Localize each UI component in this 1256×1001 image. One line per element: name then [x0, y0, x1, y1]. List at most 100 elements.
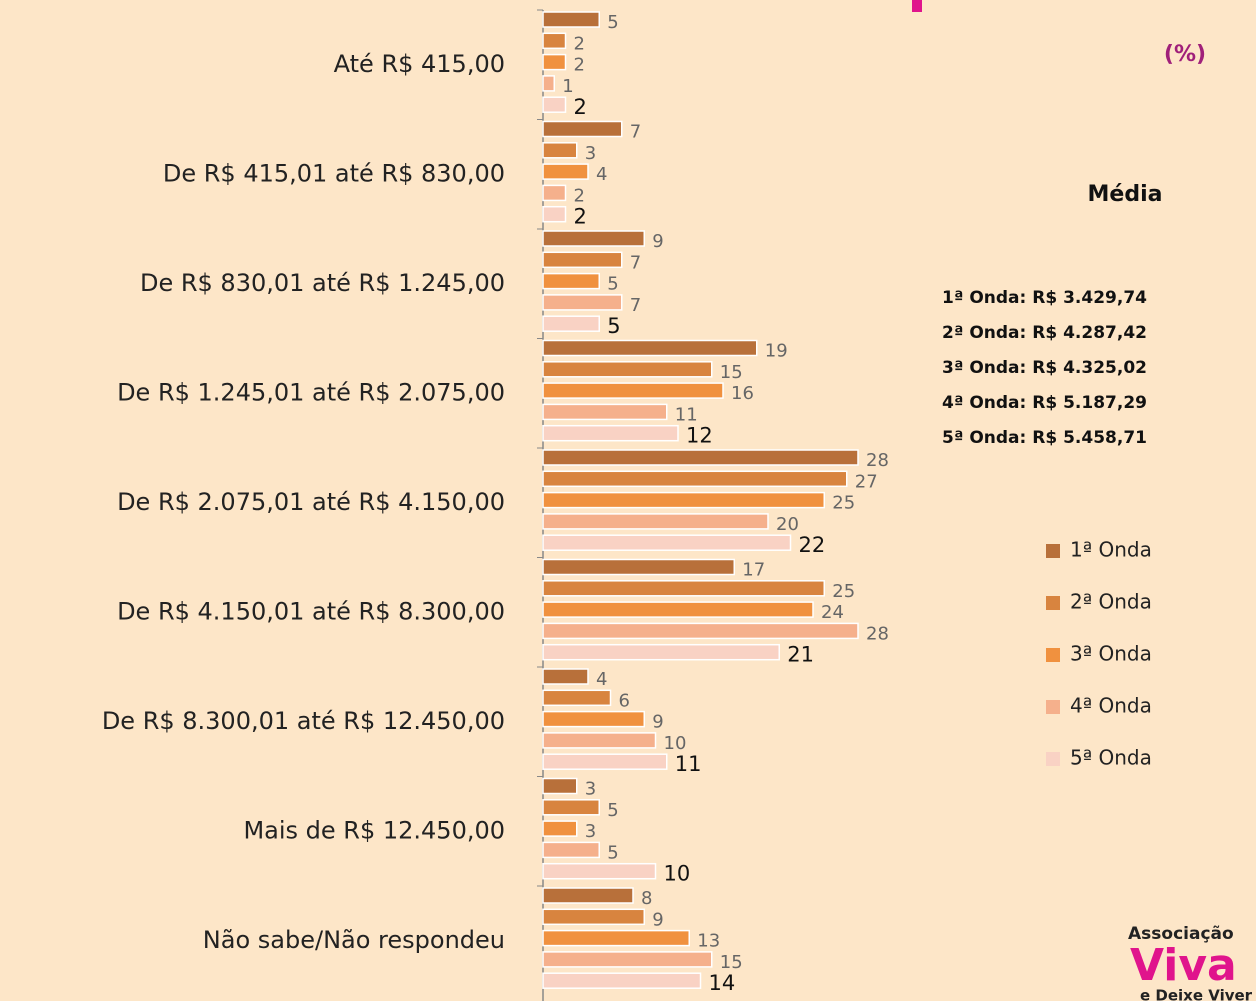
y-tick-label: Até R$ 415,00: [334, 50, 505, 78]
annotation-line: 2ª Onda: R$ 4.287,42: [942, 323, 1147, 343]
bar: [542, 361, 713, 378]
bar: [542, 75, 555, 92]
bar: [542, 887, 634, 904]
value-label: 11: [675, 752, 702, 776]
value-label: 10: [664, 733, 687, 754]
value-label: 5: [607, 800, 618, 821]
value-label: 2: [574, 205, 587, 229]
value-label: 5: [607, 274, 618, 295]
bar: [542, 777, 578, 795]
bar: [542, 470, 848, 488]
bar: [542, 120, 623, 138]
value-label: 13: [697, 931, 720, 952]
bar: [542, 11, 600, 28]
y-tick-label: Não sabe/Não respondeu: [203, 926, 505, 954]
value-label: 8: [641, 888, 652, 909]
value-label: 9: [652, 712, 663, 733]
logo-text: Viva: [1130, 940, 1237, 991]
value-label: 11: [675, 404, 698, 425]
bar: [542, 513, 769, 530]
value-label: 15: [720, 362, 743, 383]
y-tick-label: De R$ 1.245,01 até R$ 2.075,00: [117, 379, 505, 407]
bar: [542, 558, 735, 576]
annotation-line: 1ª Onda: R$ 3.429,74: [942, 288, 1147, 308]
bar: [542, 643, 780, 661]
bar: [542, 668, 589, 685]
bar: [542, 294, 623, 311]
legend-swatch: [1046, 700, 1060, 714]
value-label: 7: [630, 122, 641, 143]
bar: [542, 339, 758, 357]
bar: [542, 382, 724, 399]
value-label: 2: [574, 185, 585, 206]
bar: [542, 753, 668, 770]
bar: [542, 163, 589, 180]
bar: [542, 96, 567, 113]
logo-text: e Deixe Viver: [1140, 987, 1253, 1001]
unit-label: (%): [1164, 42, 1206, 67]
value-label: 5: [607, 12, 618, 33]
value-label: 24: [821, 602, 844, 623]
bar: [542, 862, 657, 880]
value-label: 21: [787, 643, 814, 667]
value-label: 19: [765, 341, 788, 362]
bar: [542, 601, 814, 618]
bar: [542, 841, 600, 859]
legend-label: 3ª Onda: [1070, 642, 1152, 666]
value-label: 5: [607, 842, 618, 863]
value-label: 9: [652, 909, 663, 930]
bar: [542, 732, 657, 749]
value-label: 3: [585, 779, 596, 800]
value-label: 4: [596, 669, 607, 690]
bar: [542, 929, 690, 947]
legend-swatch: [1046, 596, 1060, 610]
bar: [542, 622, 859, 640]
value-label: 17: [742, 560, 765, 581]
value-label: 9: [652, 231, 663, 252]
bar: [542, 580, 825, 597]
value-label: 6: [619, 690, 630, 711]
value-label: 5: [607, 314, 620, 338]
value-label: 25: [832, 493, 855, 514]
legend-swatch: [1046, 648, 1060, 662]
bar: [542, 142, 578, 159]
value-label: 27: [855, 471, 878, 492]
bar: [542, 315, 600, 332]
bar: [542, 251, 623, 269]
value-label: 1: [562, 76, 573, 97]
y-tick-label: De R$ 2.075,01 até R$ 4.150,00: [117, 488, 505, 516]
y-tick-label: De R$ 8.300,01 até R$ 12.450,00: [102, 707, 505, 735]
bar: [542, 272, 600, 290]
bar: [542, 230, 645, 247]
value-label: 4: [596, 164, 607, 185]
bar: [542, 449, 859, 466]
annotation-line: 3ª Onda: R$ 4.325,02: [942, 358, 1147, 378]
bar: [542, 534, 792, 551]
y-tick-label: Mais de R$ 12.450,00: [243, 817, 505, 845]
y-tick-label: De R$ 4.150,01 até R$ 8.300,00: [117, 598, 505, 626]
decoration: [912, 0, 922, 12]
bar: [542, 491, 825, 509]
annotation-line: 4ª Onda: R$ 5.187,29: [942, 393, 1147, 413]
value-label: 22: [799, 533, 826, 557]
y-tick-label: De R$ 830,01 até R$ 1.245,00: [140, 269, 505, 297]
bar: [542, 53, 567, 71]
bar: [542, 972, 702, 989]
value-label: 2: [574, 55, 585, 76]
value-label: 2: [574, 33, 585, 54]
value-label: 3: [585, 143, 596, 164]
bar: [542, 799, 600, 816]
legend-label: 4ª Onda: [1070, 694, 1152, 718]
legend-label: 2ª Onda: [1070, 590, 1152, 614]
value-label: 15: [720, 952, 743, 973]
bar: [542, 820, 578, 837]
annotation-title: Média: [1088, 182, 1163, 207]
value-label: 25: [832, 581, 855, 602]
value-label: 14: [709, 971, 736, 995]
value-label: 28: [866, 623, 889, 644]
legend-label: 1ª Onda: [1070, 538, 1152, 562]
bar: [542, 424, 679, 442]
logo-text: Associação: [1128, 924, 1234, 944]
bar: [542, 184, 567, 202]
